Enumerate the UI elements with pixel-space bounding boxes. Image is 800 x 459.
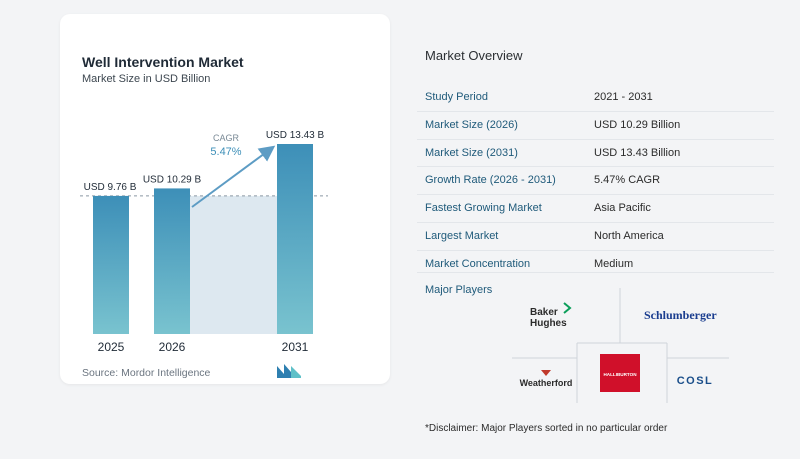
tick-label-2026: 2026 (159, 340, 186, 354)
overview-row: Fastest Growing Market Asia Pacific (417, 195, 774, 223)
overview-row-label: Market Size (2026) (425, 118, 518, 131)
cagr-label: CAGR (213, 133, 240, 143)
major-players-panel: Major Players Baker Hughes Schlumberger … (417, 272, 774, 403)
players-grid: Baker Hughes Schlumberger HALLIBURTON We… (512, 288, 729, 403)
data-label-2025: USD 9.76 B (84, 182, 137, 193)
data-label-2031: USD 13.43 B (266, 130, 325, 141)
baker-hughes-line2: Hughes (530, 318, 567, 329)
tick-label-2025: 2025 (98, 340, 125, 354)
overview-row: Market Size (2031) USD 13.43 Billion (417, 140, 774, 168)
bar-chart: USD 9.76 B 2025 USD 10.29 B 2026 USD 13.43 B… (80, 130, 328, 354)
weatherford-logo-text: Weatherford (520, 378, 573, 388)
halliburton-logo: HALLIBURTON (600, 354, 640, 392)
cagr-value: 5.47% (210, 146, 241, 158)
chart-title: Well Intervention Market (82, 54, 244, 70)
overview-row-label: Market Size (2031) (425, 146, 518, 159)
overview-row-value: Asia Pacific (594, 202, 651, 215)
overview-row-value: Medium (594, 257, 634, 270)
overview-row-value: USD 13.43 Billion (594, 146, 681, 159)
growth-shade (190, 195, 277, 334)
overview-row-value: 2021 - 2031 (594, 91, 653, 103)
players-title: Major Players (425, 284, 493, 296)
tick-label-2031: 2031 (282, 340, 309, 354)
baker-hughes-chevron-icon (563, 302, 572, 314)
overview-row-value: North America (594, 229, 664, 242)
bar-2025 (93, 195, 129, 334)
source-note: Source: Mordor Intelligence (82, 367, 211, 379)
baker-hughes-logo: Baker Hughes (530, 302, 572, 329)
overview-row-value: 5.47% CAGR (594, 174, 661, 187)
cosl-logo: COSL (677, 375, 714, 387)
weatherford-logo: Weatherford (520, 370, 573, 388)
disclaimer: *Disclaimer: Major Players sorted in no … (425, 423, 668, 434)
baker-hughes-line1: Baker (530, 307, 558, 318)
schlumberger-logo: Schlumberger (644, 308, 717, 322)
cagr-arrow (191, 145, 276, 208)
overview-row: Market Concentration Medium (417, 251, 774, 278)
halliburton-logo-text: HALLIBURTON (603, 372, 637, 377)
overview-row: Largest Market North America (417, 223, 774, 251)
overview-row-label: Market Concentration (425, 257, 531, 270)
overview-row-label: Largest Market (425, 229, 499, 242)
overview-row: Market Size (2026) USD 10.29 Billion (417, 112, 774, 140)
bar-2031 (277, 144, 313, 334)
overview-title: Market Overview (425, 48, 523, 63)
overview-row-label: Fastest Growing Market (425, 202, 542, 215)
market-size-card: Well Intervention Market Market Size in … (60, 14, 390, 384)
overview-row-value: USD 10.29 Billion (594, 118, 681, 131)
overview-row-label: Growth Rate (2026 - 2031) (425, 174, 556, 187)
chart-subtitle: Market Size in USD Billion (82, 73, 211, 85)
weatherford-mark-icon (541, 370, 551, 376)
overview-row: Study Period 2021 - 2031 (417, 84, 774, 112)
mordor-logo-icon (277, 364, 301, 378)
overview-row-label: Study Period (425, 91, 488, 103)
overview-row: Growth Rate (2026 - 2031) 5.47% CAGR (417, 167, 774, 196)
overview-table: Study Period 2021 - 2031 Market Size (2026… (417, 84, 774, 278)
data-label-2026: USD 10.29 B (143, 174, 202, 185)
bar-2026 (154, 188, 190, 334)
